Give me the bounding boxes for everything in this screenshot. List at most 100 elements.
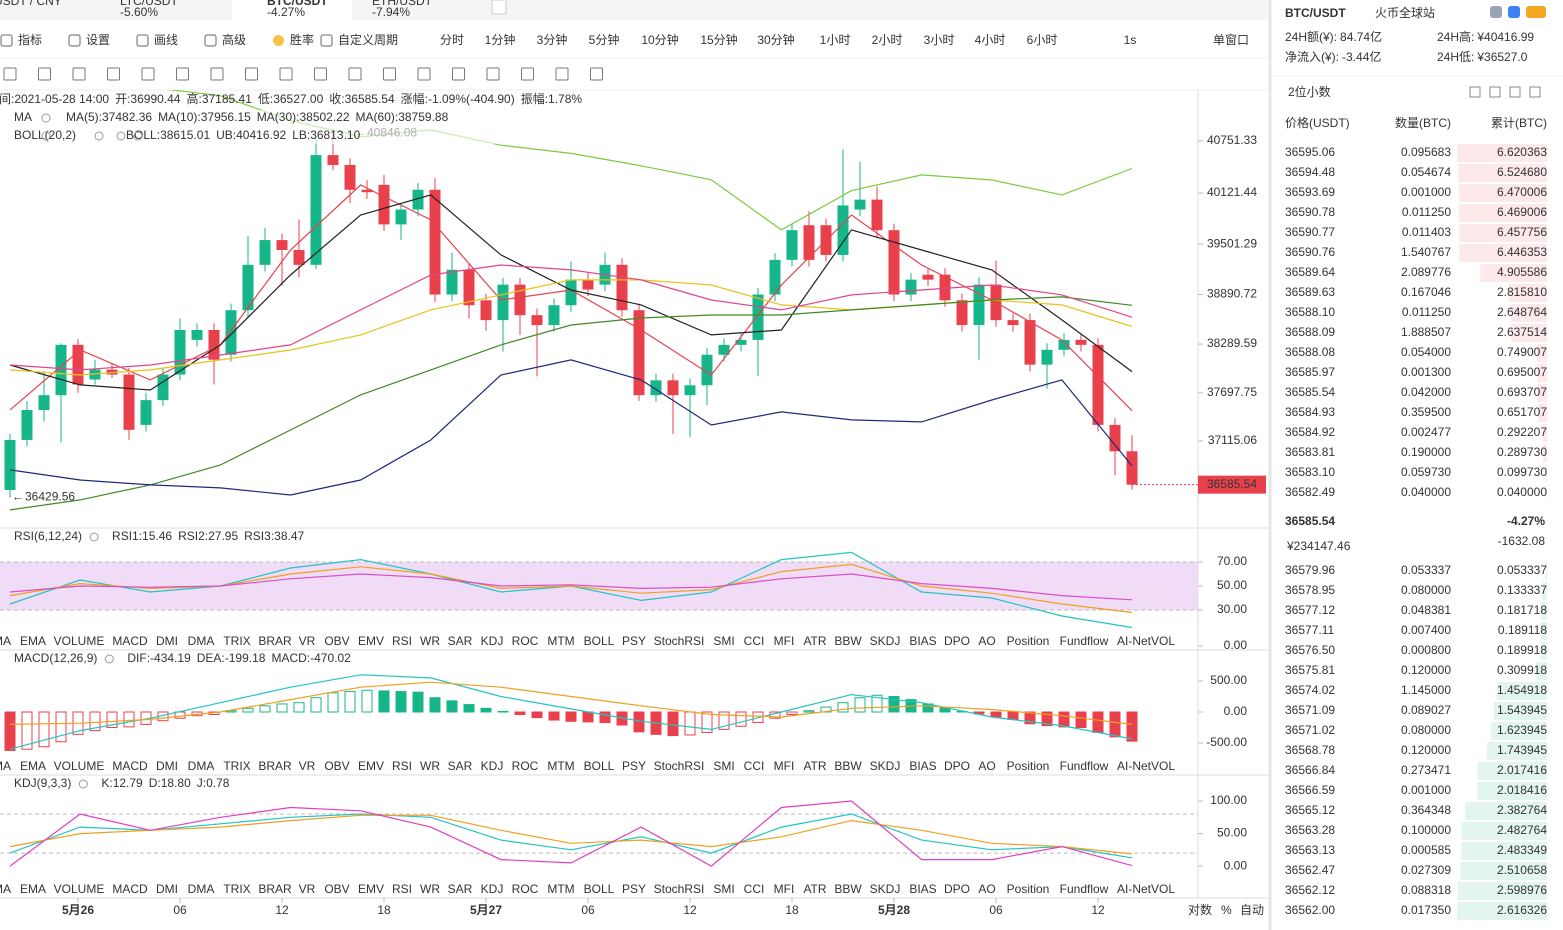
indicator-tab[interactable]: BBW: [834, 759, 862, 773]
indicator-tab[interactable]: PSY: [622, 882, 646, 896]
draw-tool-icon[interactable]: [452, 67, 465, 81]
indicator-tab[interactable]: MA: [0, 882, 11, 896]
indicator-tab[interactable]: AO: [978, 634, 995, 648]
period-button[interactable]: 6小时: [1027, 33, 1058, 47]
period-button[interactable]: 5分钟: [589, 32, 620, 47]
indicator-tab[interactable]: TRIX: [223, 759, 250, 773]
indicator-tab[interactable]: ROC: [512, 759, 539, 773]
indicator-tab[interactable]: AI-NetVOL: [1117, 759, 1175, 773]
legend-icon[interactable]: [41, 113, 51, 123]
period-button[interactable]: 3小时: [924, 33, 955, 47]
indicator-tab[interactable]: DMI: [156, 882, 178, 896]
indicator-tab[interactable]: AI-NetVOL: [1117, 634, 1175, 648]
indicator-tab[interactable]: MACD: [112, 759, 148, 773]
indicator-tab[interactable]: RSI: [392, 882, 412, 896]
indicator-tab[interactable]: WR: [420, 759, 440, 773]
draw-tool-icon[interactable]: [141, 67, 155, 81]
indicator-tab[interactable]: BBW: [834, 882, 862, 896]
draw-tool-icon[interactable]: [107, 67, 120, 81]
indicator-tab[interactable]: ATR: [803, 882, 826, 896]
indicator-tab[interactable]: VR: [299, 634, 316, 648]
indicator-tab[interactable]: BOLL: [584, 759, 615, 773]
indicator-tab[interactable]: MFI: [774, 882, 795, 896]
draw-tool-icon[interactable]: [245, 67, 258, 81]
tool-button[interactable]: 自定义周期: [338, 32, 398, 47]
draw-tool-icon[interactable]: [3, 67, 17, 81]
draw-tool-icon[interactable]: [348, 67, 362, 81]
indicator-tab[interactable]: SMI: [713, 882, 734, 896]
indicator-tab[interactable]: CCI: [744, 882, 765, 896]
indicator-tab[interactable]: SAR: [448, 634, 473, 648]
indicator-tab[interactable]: AO: [978, 882, 995, 896]
indicator-tab[interactable]: DMI: [156, 759, 178, 773]
indicator-tab[interactable]: MTM: [547, 882, 574, 896]
indicator-tab[interactable]: DMA: [188, 759, 215, 773]
indicator-tab[interactable]: Position: [1007, 759, 1050, 773]
indicator-tab[interactable]: RSI: [392, 759, 412, 773]
period-button[interactable]: 4小时: [975, 33, 1006, 47]
indicator-tab[interactable]: EMA: [20, 882, 46, 896]
indicator-tab[interactable]: BIAS: [909, 759, 936, 773]
indicator-tab[interactable]: MTM: [547, 634, 574, 648]
legend-icon[interactable]: [41, 131, 51, 141]
indicator-tab[interactable]: KDJ: [481, 759, 504, 773]
indicator-tab[interactable]: TRIX: [223, 882, 250, 896]
indicator-tab[interactable]: StochRSI: [654, 634, 705, 648]
indicator-tab[interactable]: VOLUME: [54, 759, 105, 773]
view-icon[interactable]: [1509, 86, 1521, 98]
period-button[interactable]: 分时: [440, 33, 464, 47]
indicator-tab[interactable]: Fundflow: [1060, 882, 1109, 896]
indicator-tab[interactable]: StochRSI: [654, 759, 705, 773]
tool-button[interactable]: 设置: [86, 33, 110, 47]
indicator-tab[interactable]: DPO: [944, 759, 970, 773]
indicator-tab[interactable]: VOLUME: [54, 882, 105, 896]
draw-tool-icon[interactable]: [521, 67, 534, 81]
indicator-tab[interactable]: Position: [1007, 882, 1050, 896]
view-icon[interactable]: [1529, 86, 1541, 98]
draw-tool-icon[interactable]: [176, 67, 189, 81]
indicator-tab[interactable]: ATR: [803, 634, 826, 648]
indicator-tab[interactable]: Position: [1007, 634, 1050, 648]
indicator-tab[interactable]: EMV: [358, 882, 384, 896]
indicator-tab[interactable]: PSY: [622, 759, 646, 773]
tab-name[interactable]: ETH/USDT: [372, 0, 433, 8]
draw-tool-icon[interactable]: [314, 67, 327, 81]
axis-option[interactable]: 对数: [1188, 902, 1212, 917]
indicator-tab[interactable]: EMV: [358, 634, 384, 648]
indicator-tab[interactable]: BOLL: [584, 634, 615, 648]
indicator-tab[interactable]: ATR: [803, 759, 826, 773]
indicator-tab[interactable]: DPO: [944, 882, 970, 896]
indicator-tab[interactable]: PSY: [622, 634, 646, 648]
f10-icon[interactable]: [1526, 6, 1546, 18]
indicator-tab[interactable]: CCI: [744, 634, 765, 648]
tab-name[interactable]: LTC/USDT: [120, 0, 178, 8]
indicator-tab[interactable]: BRAR: [258, 759, 292, 773]
indicator-tab[interactable]: SAR: [448, 882, 473, 896]
indicator-tab[interactable]: RSI: [392, 634, 412, 648]
tool-button[interactable]: 指标: [18, 32, 42, 47]
precision[interactable]: 2位小数: [1288, 84, 1331, 99]
draw-tool-icon[interactable]: [486, 67, 500, 81]
draw-tool-icon[interactable]: [72, 67, 86, 81]
indicator-tab[interactable]: BOLL: [584, 882, 615, 896]
indicator-tab[interactable]: WR: [420, 882, 440, 896]
indicator-tab[interactable]: MFI: [774, 634, 795, 648]
indicator-tab[interactable]: TRIX: [223, 634, 250, 648]
indicator-tab[interactable]: SMI: [713, 634, 734, 648]
window-mode[interactable]: 单窗口: [1213, 33, 1249, 47]
add-tab[interactable]: [491, 0, 507, 15]
indicator-tab[interactable]: WR: [420, 634, 440, 648]
pane-settings[interactable]: [89, 532, 99, 542]
indicator-tab[interactable]: DPO: [944, 634, 970, 648]
indicator-tab[interactable]: MA: [0, 634, 11, 648]
indicator-tab[interactable]: EMA: [20, 759, 46, 773]
indicator-tab[interactable]: VR: [299, 759, 316, 773]
indicator-tab[interactable]: OBV: [324, 882, 349, 896]
indicator-tab[interactable]: BRAR: [258, 634, 292, 648]
draw-tool-icon[interactable]: [555, 67, 569, 81]
indicator-tab[interactable]: KDJ: [481, 634, 504, 648]
draw-tool-icon[interactable]: [38, 67, 51, 81]
period-button[interactable]: 1分钟: [485, 32, 516, 47]
tab-name[interactable]: USDT / CNY: [0, 0, 62, 8]
indicator-tab[interactable]: SAR: [448, 759, 473, 773]
